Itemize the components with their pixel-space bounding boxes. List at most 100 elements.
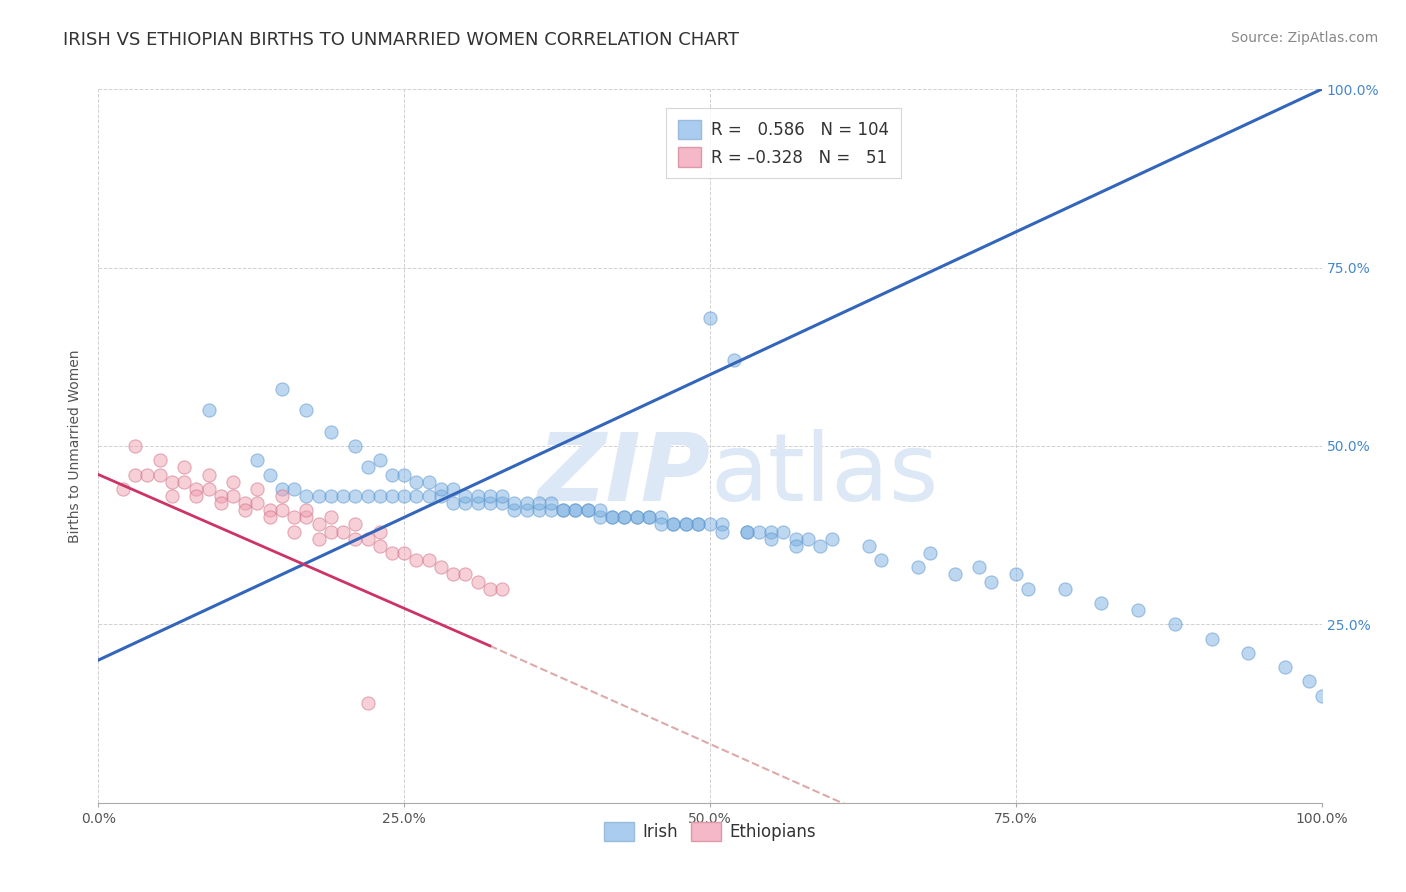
Point [319, 524, 342, 539]
Point [319, 489, 342, 503]
Point [368, 524, 391, 539]
Point [1004, 567, 1026, 582]
Point [491, 496, 513, 510]
Point [332, 489, 354, 503]
Point [675, 517, 697, 532]
Point [430, 560, 453, 574]
Point [600, 510, 623, 524]
Y-axis label: Births to Unmarried Women: Births to Unmarried Women [69, 350, 83, 542]
Point [711, 524, 734, 539]
Point [319, 425, 342, 439]
Point [761, 524, 783, 539]
Text: Source: ZipAtlas.com: Source: ZipAtlas.com [1230, 31, 1378, 45]
Point [186, 489, 208, 503]
Point [149, 467, 172, 482]
Point [344, 439, 367, 453]
Point [503, 503, 526, 517]
Point [626, 510, 648, 524]
Point [564, 503, 586, 517]
Point [124, 467, 146, 482]
Point [761, 532, 783, 546]
Point [1053, 582, 1076, 596]
Point [246, 496, 269, 510]
Point [1237, 646, 1260, 660]
Point [662, 517, 685, 532]
Point [785, 539, 807, 553]
Point [686, 517, 709, 532]
Point [650, 517, 672, 532]
Point [160, 489, 183, 503]
Point [527, 503, 550, 517]
Point [222, 489, 245, 503]
Point [270, 482, 294, 496]
Point [283, 510, 305, 524]
Point [454, 567, 477, 582]
Point [515, 496, 537, 510]
Point [723, 353, 745, 368]
Point [491, 582, 513, 596]
Point [662, 517, 685, 532]
Point [699, 310, 721, 325]
Point [405, 553, 427, 567]
Point [233, 496, 256, 510]
Point [381, 546, 404, 560]
Point [467, 574, 489, 589]
Point [418, 553, 440, 567]
Text: IRISH VS ETHIOPIAN BIRTHS TO UNMARRIED WOMEN CORRELATION CHART: IRISH VS ETHIOPIAN BIRTHS TO UNMARRIED W… [63, 31, 740, 49]
Point [344, 532, 367, 546]
Point [637, 510, 661, 524]
Point [441, 482, 464, 496]
Point [613, 510, 636, 524]
Point [319, 510, 342, 524]
Point [441, 496, 464, 510]
Point [246, 482, 269, 496]
Point [870, 553, 893, 567]
Point [772, 524, 794, 539]
Point [1128, 603, 1150, 617]
Point [478, 582, 501, 596]
Point [246, 453, 269, 467]
Point [515, 503, 537, 517]
Point [785, 532, 807, 546]
Point [295, 489, 318, 503]
Point [283, 482, 305, 496]
Point [308, 489, 330, 503]
Point [356, 460, 378, 475]
Point [259, 510, 281, 524]
Point [858, 539, 880, 553]
Point [491, 489, 513, 503]
Point [368, 539, 391, 553]
Point [356, 696, 378, 710]
Point [637, 510, 661, 524]
Point [1017, 582, 1039, 596]
Point [564, 503, 586, 517]
Point [295, 503, 318, 517]
Point [368, 489, 391, 503]
Point [270, 489, 294, 503]
Point [1090, 596, 1112, 610]
Point [589, 503, 612, 517]
Point [259, 503, 281, 517]
Point [478, 496, 501, 510]
Point [503, 496, 526, 510]
Point [686, 517, 709, 532]
Point [418, 475, 440, 489]
Point [527, 496, 550, 510]
Point [1298, 674, 1320, 689]
Legend: Irish, Ethiopians: Irish, Ethiopians [598, 815, 823, 848]
Point [270, 382, 294, 396]
Point [553, 503, 575, 517]
Point [576, 503, 599, 517]
Point [1310, 689, 1333, 703]
Point [454, 496, 477, 510]
Point [711, 517, 734, 532]
Point [356, 489, 378, 503]
Point [405, 489, 427, 503]
Point [430, 482, 453, 496]
Point [160, 475, 183, 489]
Point [626, 510, 648, 524]
Point [111, 482, 134, 496]
Point [233, 503, 256, 517]
Point [392, 467, 416, 482]
Point [467, 496, 489, 510]
